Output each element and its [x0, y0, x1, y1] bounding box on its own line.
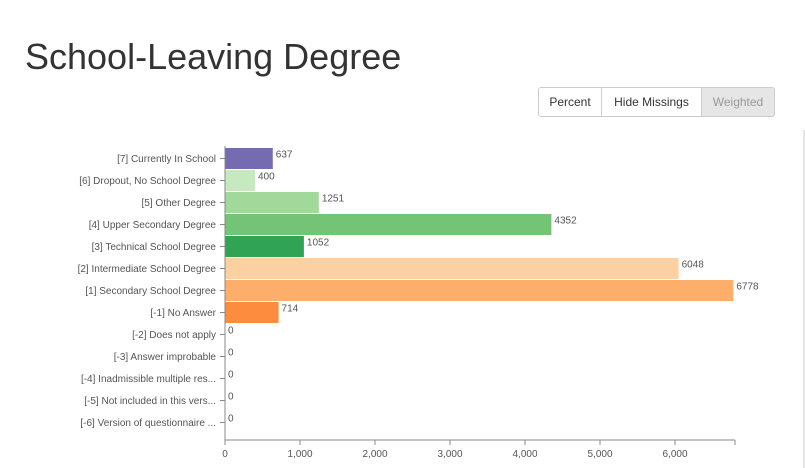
value-label: 637 — [276, 150, 293, 161]
category-label: [-2] Does not apply — [132, 330, 216, 341]
value-label: 0 — [228, 414, 234, 425]
bar[interactable] — [225, 280, 734, 301]
value-label: 4352 — [554, 216, 577, 227]
bars-group — [225, 148, 734, 323]
bar[interactable] — [225, 192, 319, 213]
value-label: 0 — [228, 392, 234, 403]
category-label: [-5] Not included in this vers... — [84, 396, 216, 407]
category-label: [-6] Version of questionnaire ... — [80, 418, 216, 429]
bar[interactable] — [225, 302, 279, 323]
x-tick-label: 1,000 — [287, 449, 312, 460]
x-tick-label: 4,000 — [512, 449, 537, 460]
y-axis — [220, 146, 226, 440]
hide-missings-button[interactable]: Hide Missings — [602, 87, 702, 117]
weighted-button[interactable]: Weighted — [702, 87, 775, 117]
category-label: [6] Dropout, No School Degree — [79, 176, 216, 187]
category-label: [4] Upper Secondary Degree — [89, 220, 217, 231]
value-label: 0 — [228, 370, 234, 381]
percent-button[interactable]: Percent — [538, 87, 602, 117]
category-label: [-3] Answer improbable — [114, 352, 217, 363]
bar[interactable] — [225, 148, 273, 169]
category-label: [7] Currently In School — [117, 154, 216, 165]
value-label: 0 — [228, 326, 234, 337]
category-label: [1] Secondary School Degree — [85, 286, 216, 297]
x-axis: 0 1,000 2,000 3,000 4,000 5,000 6,000 — [222, 439, 736, 460]
x-tick-label: 0 — [222, 449, 228, 460]
bar[interactable] — [225, 214, 552, 235]
category-labels-group: [7] Currently In School [6] Dropout, No S… — [78, 154, 217, 429]
category-label: [2] Intermediate School Degree — [78, 264, 217, 275]
bar[interactable] — [225, 170, 255, 191]
x-tick-label: 5,000 — [587, 449, 612, 460]
category-label: [5] Other Degree — [142, 198, 217, 209]
page-title: School-Leaving Degree — [25, 36, 402, 77]
value-label: 400 — [258, 172, 275, 183]
x-tick-label: 2,000 — [362, 449, 387, 460]
value-label: 6048 — [682, 260, 705, 271]
value-label: 1251 — [322, 194, 345, 205]
category-label: [3] Technical School Degree — [92, 242, 217, 253]
value-label: 6778 — [736, 282, 759, 293]
bar[interactable] — [225, 236, 304, 257]
bar[interactable] — [225, 258, 679, 279]
display-options-button-group: Percent Hide Missings Weighted — [538, 87, 775, 117]
value-label: 714 — [282, 304, 299, 315]
value-label: 0 — [228, 348, 234, 359]
category-label: [-1] No Answer — [150, 308, 216, 319]
panel-divider — [803, 130, 805, 468]
category-label: [-4] Inadmissible multiple res... — [81, 374, 216, 385]
x-tick-label: 3,000 — [437, 449, 462, 460]
x-tick-label: 6,000 — [662, 449, 687, 460]
value-label: 1052 — [307, 238, 330, 249]
